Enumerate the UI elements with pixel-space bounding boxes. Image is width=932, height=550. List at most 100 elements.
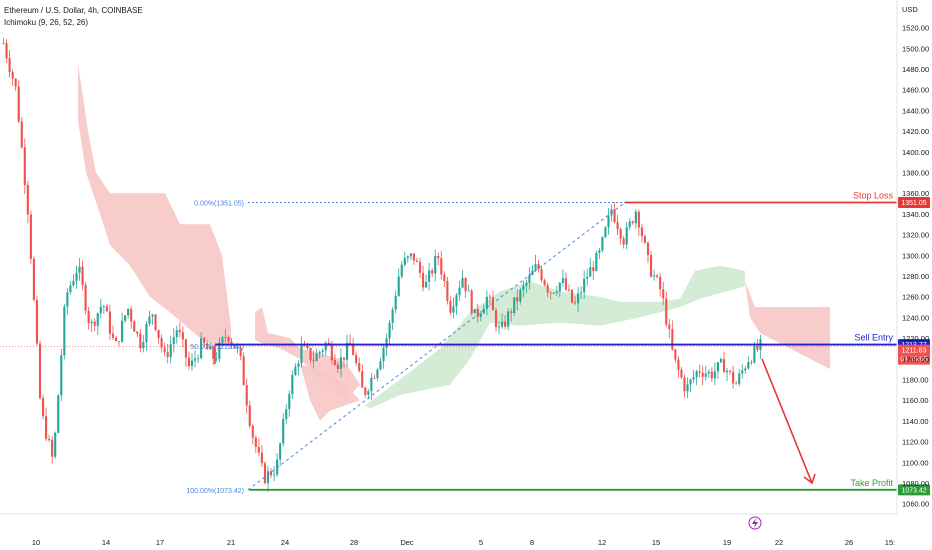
candle-body xyxy=(81,266,84,286)
candle-body xyxy=(668,324,671,330)
candle-body xyxy=(631,221,634,224)
projection-arrow xyxy=(761,358,813,484)
time-tick-label: 19 xyxy=(723,538,731,547)
candle-body xyxy=(552,292,555,294)
candle-body xyxy=(400,264,403,277)
time-axis[interactable]: 10 14 17 21 24 28 Dec 5 8 12 15 19 22 26 15: xyxy=(0,513,897,547)
candle-body xyxy=(339,357,343,369)
candle-body xyxy=(184,339,187,358)
candle-body xyxy=(677,359,680,370)
candle-body xyxy=(671,329,674,350)
candle-body xyxy=(497,326,501,328)
candle-body xyxy=(580,292,583,294)
candle-body xyxy=(561,278,564,283)
candle-body xyxy=(93,321,96,326)
candle-body xyxy=(342,357,346,360)
candle-body xyxy=(698,371,701,373)
candle-body xyxy=(482,308,485,314)
candle-body xyxy=(643,236,647,243)
candle-body xyxy=(99,306,102,314)
candle-body xyxy=(54,432,57,457)
countdown-text: 01:19:05 xyxy=(900,357,927,364)
candle-body xyxy=(662,289,665,299)
take-profit-price-tag xyxy=(898,484,930,496)
candle-body xyxy=(646,242,650,256)
candle-body xyxy=(689,379,692,385)
candle-body xyxy=(385,338,388,348)
candle-body xyxy=(592,267,595,271)
candle-body xyxy=(589,267,592,277)
candle-body xyxy=(48,438,51,440)
time-tick-label: 24 xyxy=(281,538,289,547)
price-tick-label: 1080.00 xyxy=(902,479,929,488)
price-tick-label: 1320.00 xyxy=(902,231,929,240)
candle-body xyxy=(254,437,257,447)
candle-body xyxy=(60,355,63,396)
candle-body xyxy=(121,320,124,342)
candle-body xyxy=(57,395,60,433)
candle-body xyxy=(318,351,321,354)
candle-body xyxy=(443,274,446,282)
candle-body xyxy=(200,338,203,359)
price-tick-label: 1140.00 xyxy=(902,417,929,426)
candle-body xyxy=(403,258,406,265)
candle-body xyxy=(704,373,707,377)
candle-body xyxy=(133,321,136,332)
candle-body xyxy=(187,357,191,367)
price-tick-label: 1440.00 xyxy=(902,106,929,115)
candle-body xyxy=(291,375,294,395)
time-tick-label: 15 xyxy=(652,538,660,547)
candle-body xyxy=(516,297,519,302)
candle-body xyxy=(531,270,534,275)
candle-body xyxy=(732,371,735,384)
candle-body xyxy=(665,298,668,325)
candle-body xyxy=(683,377,686,392)
candle-body xyxy=(583,278,586,293)
candle-body xyxy=(735,383,738,385)
candle-body xyxy=(406,256,409,259)
candle-body xyxy=(154,314,157,330)
price-tick-label: 1460.00 xyxy=(902,86,929,95)
ichimoku-cloud-bear xyxy=(78,63,231,346)
candle-body xyxy=(130,308,133,322)
candle-body xyxy=(625,227,628,245)
candle-body xyxy=(713,371,716,379)
candle-body xyxy=(595,253,598,271)
candle-body xyxy=(428,270,431,282)
price-tick-label: 1300.00 xyxy=(902,251,929,260)
candle-body xyxy=(163,347,166,353)
candle-body xyxy=(361,371,364,388)
candle-body xyxy=(175,330,178,338)
candle-body xyxy=(75,272,78,281)
candle-body xyxy=(29,214,32,259)
candle-body xyxy=(136,331,139,334)
candle-body xyxy=(84,285,87,311)
candle-body xyxy=(105,306,108,312)
candle-body xyxy=(373,377,376,379)
candle-body xyxy=(355,354,358,364)
candle-body xyxy=(522,285,525,290)
candle-body xyxy=(160,338,163,348)
ichimoku-cloud-bear xyxy=(745,281,830,370)
candle-body xyxy=(409,253,412,257)
candle-body xyxy=(656,275,659,277)
candle-body xyxy=(5,43,8,59)
price-tick-label: 1280.00 xyxy=(902,272,929,281)
take-profit-price-tag-text: 1073.42 xyxy=(901,487,926,494)
candle-body xyxy=(479,313,482,317)
candle-body xyxy=(23,147,26,186)
candle-body xyxy=(336,365,339,369)
candle-body xyxy=(616,222,619,230)
price-axis[interactable]: USD 1520.00 1500.00 1480.00 1460.00 1440.00 14… xyxy=(896,0,929,514)
lightning-icon-glyph xyxy=(752,518,758,528)
candle-body xyxy=(2,43,5,44)
price-tick-label: 1380.00 xyxy=(902,169,929,178)
candle-body xyxy=(279,443,282,460)
candle-body xyxy=(227,337,230,342)
candle-body xyxy=(634,211,637,224)
price-tick-label: 1260.00 xyxy=(902,293,929,302)
candle-body xyxy=(491,297,495,311)
time-tick-label: 22 xyxy=(775,538,783,547)
candle-body xyxy=(421,272,425,288)
